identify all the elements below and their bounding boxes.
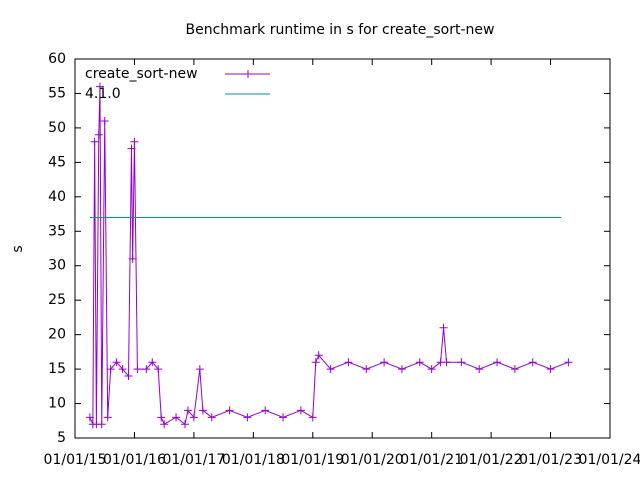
point xyxy=(427,365,436,374)
x-tick-label: 01/01/23 xyxy=(519,452,582,468)
x-tick-label: 01/01/17 xyxy=(162,452,225,468)
plot-frame xyxy=(74,58,611,439)
point xyxy=(225,406,234,415)
point xyxy=(85,413,94,422)
point xyxy=(207,413,216,422)
point xyxy=(261,406,270,415)
point xyxy=(128,254,137,263)
point xyxy=(457,358,466,367)
point xyxy=(439,323,448,332)
y-tick-label: 55 xyxy=(48,85,66,101)
x-tick-label: 01/01/18 xyxy=(222,452,285,468)
point xyxy=(124,371,133,380)
y-tick-label: 45 xyxy=(48,154,66,170)
point xyxy=(296,406,305,415)
point xyxy=(160,420,169,429)
point xyxy=(172,413,181,422)
point xyxy=(314,351,323,360)
point xyxy=(243,413,252,422)
point xyxy=(493,358,502,367)
point xyxy=(189,413,198,422)
y-axis-label: s xyxy=(10,245,26,252)
point xyxy=(344,358,353,367)
y-tick-label: 10 xyxy=(48,396,66,412)
point xyxy=(130,137,139,146)
point xyxy=(198,406,207,415)
x-tick-label: 01/01/16 xyxy=(103,452,166,468)
point xyxy=(127,144,136,153)
y-tick-label: 15 xyxy=(48,361,66,377)
y-tick-label: 35 xyxy=(48,223,66,239)
point xyxy=(475,365,484,374)
point xyxy=(103,413,112,422)
legend-label: 4.1.0 xyxy=(85,86,121,102)
point xyxy=(97,420,106,429)
y-tick-label: 30 xyxy=(48,258,66,274)
point xyxy=(148,358,157,367)
y-tick-label: 25 xyxy=(48,292,66,308)
point xyxy=(183,406,192,415)
point xyxy=(90,137,99,146)
point xyxy=(362,365,371,374)
point xyxy=(326,365,335,374)
y-tick-label: 20 xyxy=(48,327,66,343)
x-tick-label: 01/01/19 xyxy=(281,452,344,468)
point xyxy=(380,358,389,367)
point xyxy=(154,365,163,374)
point xyxy=(95,82,104,91)
point xyxy=(528,358,537,367)
point xyxy=(279,413,288,422)
point xyxy=(308,413,317,422)
point xyxy=(112,358,121,367)
legend-marker xyxy=(244,70,252,78)
x-tick-label: 01/01/24 xyxy=(579,452,640,468)
point xyxy=(397,365,406,374)
point xyxy=(195,365,204,374)
legend-label: create_sort-new xyxy=(85,66,198,82)
point xyxy=(564,358,573,367)
y-tick-label: 40 xyxy=(48,189,66,205)
series-line xyxy=(89,86,569,426)
point xyxy=(142,365,151,374)
point xyxy=(94,130,103,139)
point xyxy=(100,117,109,126)
x-tick-label: 01/01/15 xyxy=(44,452,107,468)
x-tick-label: 01/01/20 xyxy=(341,452,404,468)
y-tick-label: 5 xyxy=(57,430,66,446)
point xyxy=(442,358,451,367)
point xyxy=(106,365,115,374)
point xyxy=(415,358,424,367)
chart-title: Benchmark runtime in s for create_sort-n… xyxy=(186,22,495,38)
point xyxy=(311,358,320,367)
point xyxy=(180,420,189,429)
point xyxy=(546,365,555,374)
point xyxy=(118,365,127,374)
x-tick-label: 01/01/22 xyxy=(460,452,523,468)
point xyxy=(133,365,142,374)
point xyxy=(510,365,519,374)
y-tick-label: 50 xyxy=(48,120,66,136)
point xyxy=(157,413,166,422)
x-tick-label: 01/01/21 xyxy=(400,452,463,468)
y-tick-label: 60 xyxy=(48,51,66,67)
